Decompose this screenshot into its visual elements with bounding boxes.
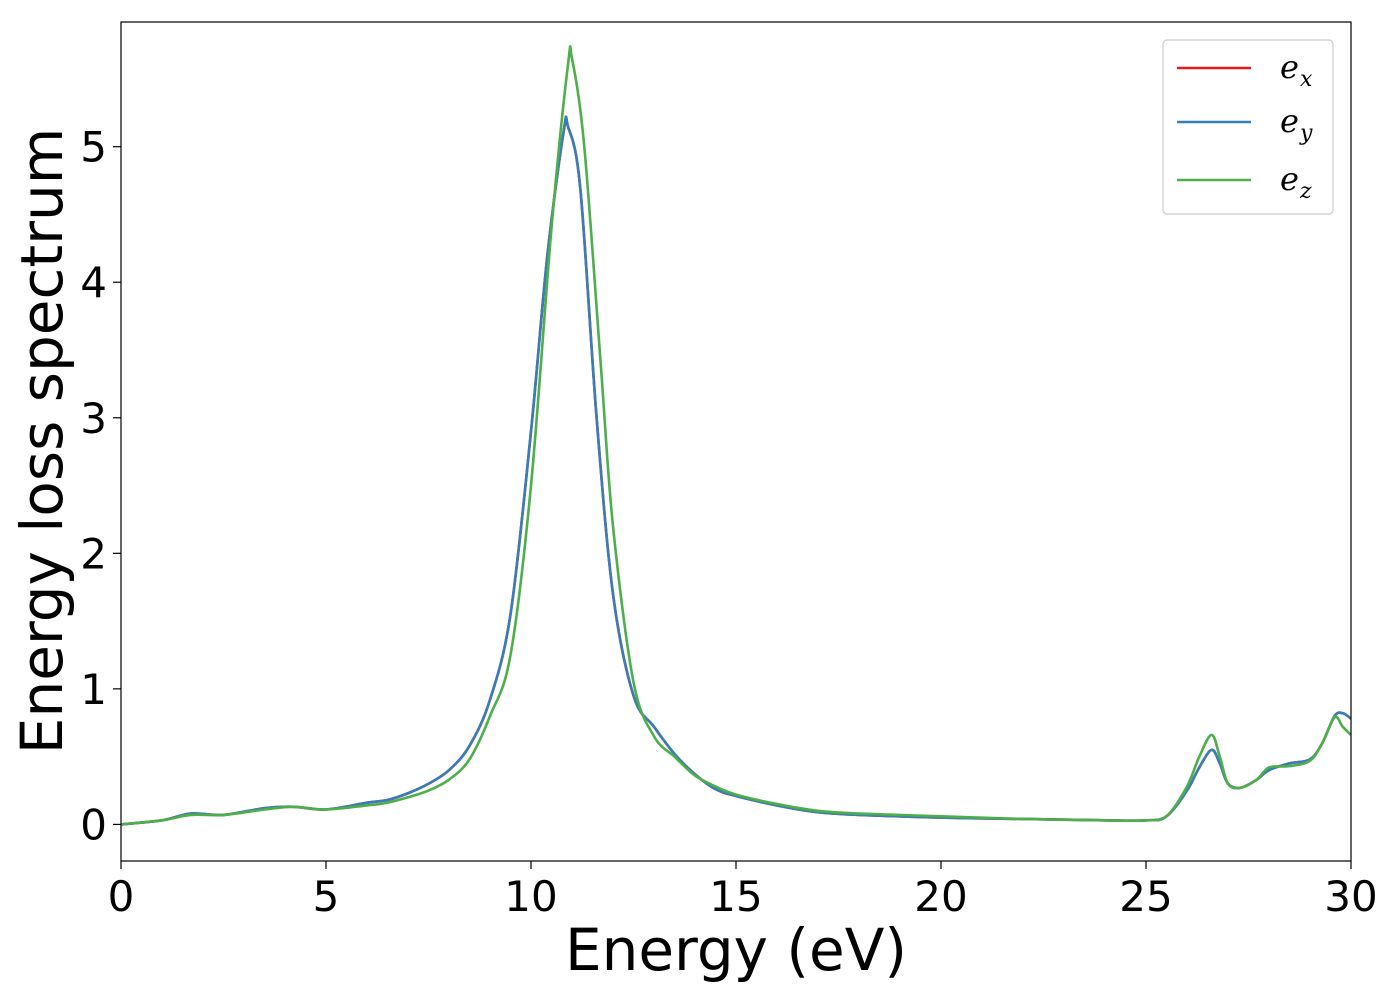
series-line-y <box>121 115 1351 826</box>
series-line-z <box>121 45 1351 826</box>
y-tick-label: 3 <box>80 394 107 443</box>
y-tick-label: 0 <box>80 800 107 849</box>
legend-label-z: ez <box>1280 160 1312 204</box>
legend-frame <box>1162 39 1334 215</box>
legend-label-x: ex <box>1280 48 1313 92</box>
y-tick-label: 1 <box>80 665 107 714</box>
y-tick-label: 4 <box>80 258 107 307</box>
x-tick-label: 10 <box>504 872 557 921</box>
y-tick-label: 5 <box>80 123 107 172</box>
x-tick-label: 25 <box>1119 872 1172 921</box>
legend-label-y: ey <box>1280 102 1313 146</box>
y-tick-label: 2 <box>80 529 107 578</box>
legend: ex ey ez <box>1162 39 1334 215</box>
series-layer <box>121 45 1351 826</box>
series-line-x <box>121 115 1351 826</box>
x-tick-label: 20 <box>914 872 967 921</box>
x-axis-ticks: 0 5 10 15 20 25 30 <box>108 861 1378 921</box>
x-tick-label: 0 <box>108 872 135 921</box>
x-tick-label: 15 <box>709 872 762 921</box>
x-axis-label: Energy (eV) <box>565 916 907 984</box>
x-tick-label: 30 <box>1324 872 1377 921</box>
y-axis-label: Energy loss spectrum <box>8 128 76 754</box>
x-tick-label: 5 <box>313 872 340 921</box>
y-axis-ticks: 0 1 2 3 4 5 <box>80 123 121 849</box>
